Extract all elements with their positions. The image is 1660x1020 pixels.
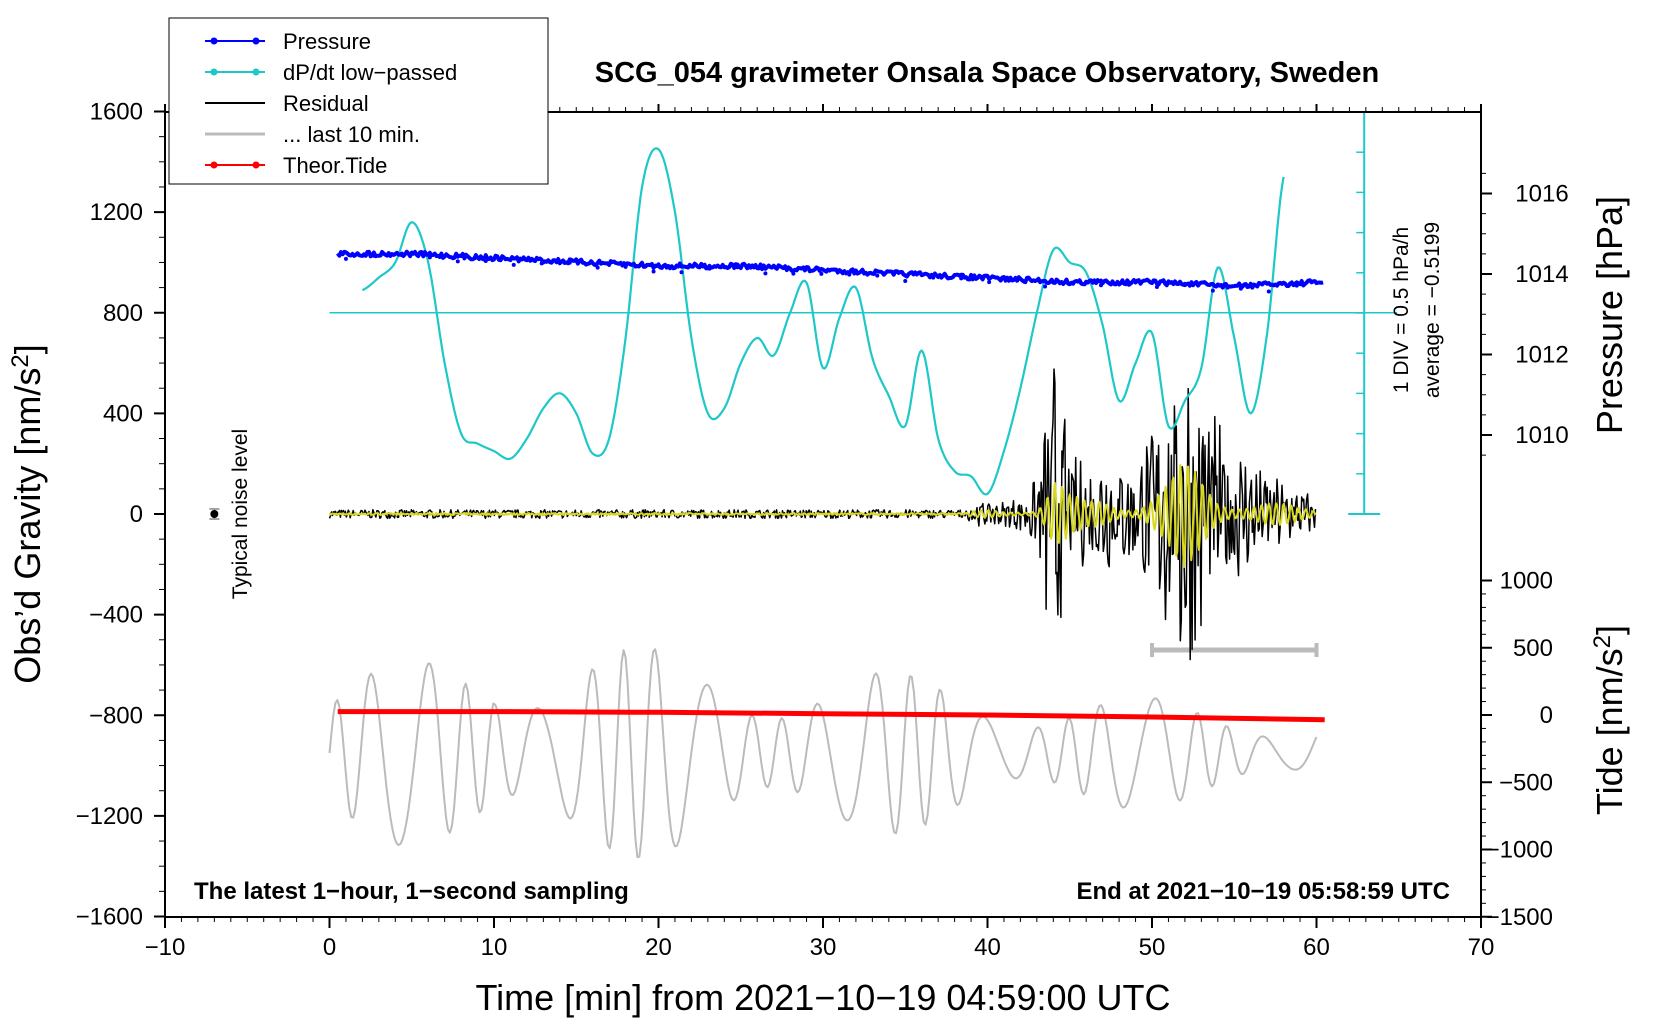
legend-marker	[252, 68, 260, 76]
pressure-point	[763, 271, 768, 276]
pressure-point	[1071, 281, 1076, 286]
tide-tick-label: 1000	[1500, 568, 1553, 595]
y-tick-label: −400	[89, 602, 143, 629]
pressure-point	[567, 260, 572, 265]
pressure-point	[931, 275, 936, 280]
pressure-point	[1238, 286, 1243, 291]
tide-tick-label: −1000	[1486, 837, 1553, 864]
legend-marker	[252, 37, 260, 45]
x-tick-label: 0	[323, 934, 336, 961]
pressure-point	[735, 265, 740, 270]
chart-title: SCG_054 gravimeter Onsala Space Observat…	[595, 57, 1379, 89]
pressure-point	[1182, 283, 1187, 288]
tide-tick-label: −500	[1499, 769, 1553, 796]
tide-tick-label: 0	[1540, 702, 1553, 729]
pressure-point	[791, 271, 796, 276]
noise-level-label: Typical noise level	[229, 429, 252, 599]
pressure-point	[1015, 278, 1020, 283]
legend-marker	[210, 161, 218, 169]
pressure-tick-label: 1010	[1515, 422, 1568, 449]
pressure-point	[539, 261, 544, 266]
y-tick-label: 0	[130, 501, 143, 528]
pressure-point	[1294, 283, 1299, 288]
pressure-tick-label: 1012	[1515, 342, 1568, 369]
x-tick-label: 40	[974, 934, 1001, 961]
pressure-point	[483, 258, 488, 263]
legend-label: Pressure	[283, 29, 371, 54]
y-tick-label: 1200	[90, 199, 143, 226]
y-axis-label-pressure: Pressure [hPa]	[1589, 196, 1630, 434]
sampling-note: The latest 1−hour, 1−second sampling	[194, 878, 629, 905]
tide-tick-label: −1500	[1486, 904, 1553, 931]
pressure-point	[903, 278, 908, 283]
tide-line	[337, 709, 1325, 723]
legend-marker	[210, 37, 218, 45]
legend-label: ... last 10 min.	[283, 122, 420, 147]
legend-label: Theor.Tide	[283, 153, 387, 178]
pressure-point	[1266, 289, 1271, 294]
pressure-tick-label: 1016	[1515, 181, 1568, 208]
pressure-point	[595, 265, 600, 270]
pressure-point	[511, 262, 516, 267]
x-tick-label: 70	[1468, 934, 1495, 961]
end-time-note: End at 2021−10−19 05:58:59 UTC	[1076, 878, 1450, 905]
x-tick-label: 50	[1139, 934, 1166, 961]
pressure-point	[651, 269, 656, 274]
pressure-point	[371, 253, 376, 258]
x-tick-label: 10	[481, 934, 508, 961]
y-tick-label: −1200	[76, 803, 143, 830]
pressure-point	[847, 272, 852, 277]
x-tick-label: 30	[810, 934, 837, 961]
legend-marker	[210, 68, 218, 76]
pressure-point	[1099, 283, 1104, 288]
y-tick-label: −800	[89, 702, 143, 729]
tide-tick-label: 500	[1513, 635, 1553, 662]
pressure-tick-label: 1014	[1515, 261, 1568, 288]
pressure-point	[455, 259, 460, 264]
legend-marker	[252, 161, 260, 169]
residual-filtered-line	[328, 464, 1317, 568]
y-tick-label: 400	[103, 400, 143, 427]
pressure-line	[336, 249, 1324, 290]
pressure-point	[819, 271, 824, 276]
pressure-point	[1043, 284, 1048, 289]
pressure-point	[1126, 282, 1131, 287]
dpdt-scale-note: 1 DIV = 0.5 hPa/h	[1390, 227, 1413, 393]
x-axis-label: Time [min] from 2021−10−19 04:59:00 UTC	[475, 977, 1170, 1018]
noise-level-point	[210, 510, 219, 518]
dpdt-line	[361, 147, 1285, 496]
pressure-point	[427, 255, 432, 260]
y-axis-label-gravity: Obs’d Gravity [nm/s2]	[7, 344, 48, 683]
legend-label: Residual	[283, 91, 369, 116]
x-tick-label: 20	[645, 934, 672, 961]
pressure-point	[875, 273, 880, 278]
x-tick-label: −10	[145, 934, 186, 961]
pressure-point	[1154, 284, 1159, 289]
plot-frame	[164, 111, 1482, 918]
y-tick-label: 800	[103, 300, 143, 327]
legend: Pressure dP/dt low−passed Residual ... last…	[168, 17, 549, 185]
pressure-point	[1210, 288, 1215, 293]
x-tick-label: 60	[1303, 934, 1330, 961]
dpdt-average-note: average = −0.5199	[1421, 222, 1444, 398]
pressure-point	[707, 266, 712, 271]
legend-label: dP/dt low−passed	[283, 60, 457, 85]
pressure-point	[343, 256, 348, 261]
pressure-point	[987, 280, 992, 285]
pressure-point	[679, 270, 684, 275]
pressure-point	[959, 276, 964, 281]
y-tick-label: 1600	[90, 99, 143, 126]
y-tick-label: −1600	[76, 904, 143, 931]
pressure-point	[399, 253, 404, 258]
y-axis-label-tide: Tide [nm/s2]	[1589, 625, 1630, 815]
pressure-point	[623, 264, 628, 269]
